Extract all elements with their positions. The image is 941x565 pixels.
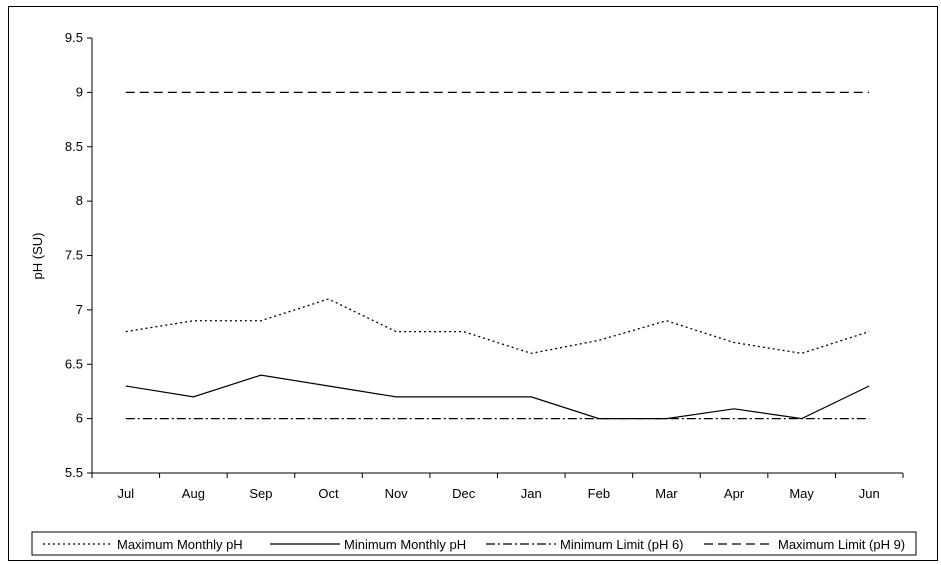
y-tick-label: 8.5 [65, 139, 83, 154]
series-line-1 [125, 298, 870, 355]
x-tick-label: Aug [182, 486, 205, 501]
y-tick-label: 7.5 [65, 248, 83, 263]
legend: Maximum Monthly pH Minimum Monthly pH Mini… [31, 531, 917, 556]
x-tick-label: Jun [859, 486, 880, 501]
x-tick-label: Oct [318, 486, 339, 501]
series-line-2 [125, 374, 870, 420]
y-tick-label: 7 [76, 302, 83, 317]
x-tick-label: Dec [452, 486, 476, 501]
x-tick-label: Jul [117, 486, 134, 501]
legend-label-2: Minimum Monthly pH [344, 537, 466, 552]
y-tick-label: 8 [76, 193, 83, 208]
legend-label-4: Maximum Limit (pH 9) [778, 537, 905, 552]
y-axis-title: pH (SU) [30, 233, 45, 280]
x-tick-label: Nov [385, 486, 409, 501]
y-tick-label: 9.5 [65, 30, 83, 45]
legend-box [31, 531, 917, 556]
y-tick-label: 6 [76, 411, 83, 426]
y-tick-label: 9 [76, 84, 83, 99]
legend-label-1: Maximum Monthly pH [117, 537, 243, 552]
x-tick-label: Sep [249, 486, 272, 501]
y-ticks: 5.5 6 6.5 7 7.5 8 8.5 9 9.5 [65, 30, 92, 480]
legend-label-3: Minimum Limit (pH 6) [560, 537, 684, 552]
x-tick-label: Feb [588, 486, 610, 501]
x-tick-label: Apr [724, 486, 745, 501]
x-ticks: Jul Aug Sep Oct Nov Dec Jan Feb Mar Apr May Jun [91, 473, 904, 501]
chart-frame [8, 6, 938, 561]
axes [91, 38, 903, 474]
x-tick-label: May [789, 486, 814, 501]
y-tick-label: 5.5 [65, 465, 83, 480]
x-tick-label: Mar [655, 486, 678, 501]
x-tick-label: Jan [521, 486, 542, 501]
y-tick-label: 6.5 [65, 356, 83, 371]
series-layer [125, 91, 870, 420]
